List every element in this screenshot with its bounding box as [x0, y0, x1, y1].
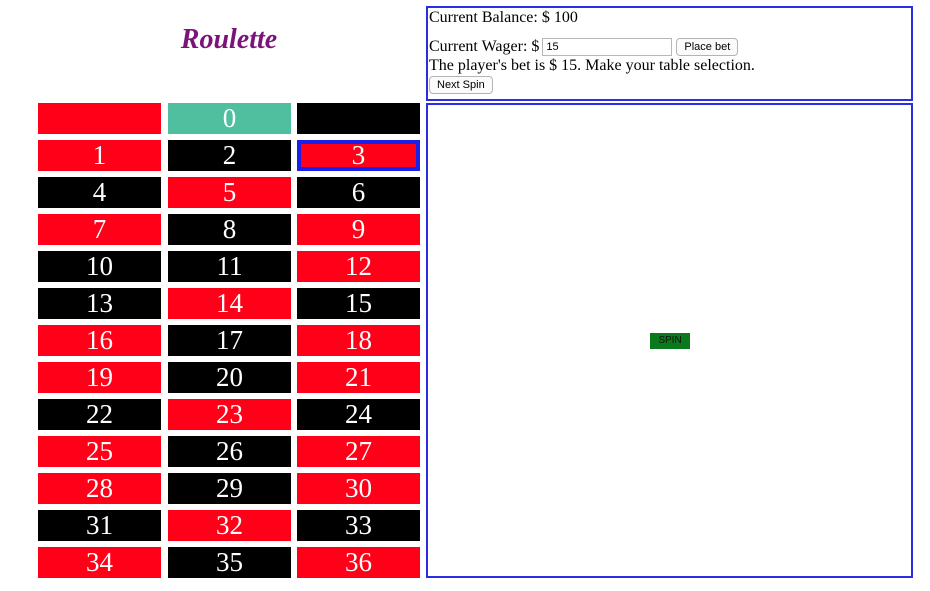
board-cell-1[interactable]: 1 — [38, 140, 161, 171]
board-cell-3[interactable]: 3 — [297, 140, 420, 171]
bet-message: The player's bet is $ 15. Make your tabl… — [429, 57, 755, 74]
balance-label: Current Balance: $ — [429, 9, 550, 26]
board-cell-26[interactable]: 26 — [168, 436, 291, 467]
board-cell-21[interactable]: 21 — [297, 362, 420, 393]
board-cell-20[interactable]: 20 — [168, 362, 291, 393]
board-cell-18[interactable]: 18 — [297, 325, 420, 356]
board-cell-33[interactable]: 33 — [297, 510, 420, 541]
balance-line: Current Balance: $ 100 — [429, 9, 911, 27]
board-cell-9[interactable]: 9 — [297, 214, 420, 245]
board-cell-17[interactable]: 17 — [168, 325, 291, 356]
spin-button[interactable]: SPIN — [650, 333, 690, 349]
next-spin-button[interactable]: Next Spin — [429, 76, 493, 94]
board-cell-10[interactable]: 10 — [38, 251, 161, 282]
wager-row: Current Wager: $ Place bet — [429, 37, 911, 57]
board-cell-36[interactable]: 36 — [297, 547, 420, 578]
board-cell-29[interactable]: 29 — [168, 473, 291, 504]
board-cell-6[interactable]: 6 — [297, 177, 420, 208]
board-cell-4[interactable]: 4 — [38, 177, 161, 208]
board-cell-8[interactable]: 8 — [168, 214, 291, 245]
board-cell-15[interactable]: 15 — [297, 288, 420, 319]
board-cell-24[interactable]: 24 — [297, 399, 420, 430]
board-cell-12[interactable]: 12 — [297, 251, 420, 282]
board-cell-16[interactable]: 16 — [38, 325, 161, 356]
board-cell-13[interactable]: 13 — [38, 288, 161, 319]
board-cell-11[interactable]: 11 — [168, 251, 291, 282]
wager-input[interactable] — [542, 38, 673, 56]
board-cell-empty[interactable] — [38, 103, 161, 134]
board-cell-19[interactable]: 19 — [38, 362, 161, 393]
board-cell-31[interactable]: 31 — [38, 510, 161, 541]
board-cell-5[interactable]: 5 — [168, 177, 291, 208]
board-cell-23[interactable]: 23 — [168, 399, 291, 430]
wheel-panel: SPIN — [426, 103, 913, 578]
board-cell-25[interactable]: 25 — [38, 436, 161, 467]
board-cell-35[interactable]: 35 — [168, 547, 291, 578]
board-cell-27[interactable]: 27 — [297, 436, 420, 467]
board-cell-14[interactable]: 14 — [168, 288, 291, 319]
page-title: Roulette — [180, 24, 278, 55]
board-cell-28[interactable]: 28 — [38, 473, 161, 504]
board-cell-34[interactable]: 34 — [38, 547, 161, 578]
place-bet-button[interactable]: Place bet — [676, 38, 739, 56]
board-cell-0[interactable]: 0 — [168, 103, 291, 134]
wager-label: Current Wager: $ — [429, 38, 540, 55]
board-cell-7[interactable]: 7 — [38, 214, 161, 245]
board-cell-2[interactable]: 2 — [168, 140, 291, 171]
board-cell-32[interactable]: 32 — [168, 510, 291, 541]
board-cell-empty[interactable] — [297, 103, 420, 134]
board-cell-22[interactable]: 22 — [38, 399, 161, 430]
board-cell-30[interactable]: 30 — [297, 473, 420, 504]
balance-value: 100 — [553, 9, 578, 26]
bet-info-panel: Current Balance: $ 100 Current Wager: $ … — [426, 6, 913, 101]
